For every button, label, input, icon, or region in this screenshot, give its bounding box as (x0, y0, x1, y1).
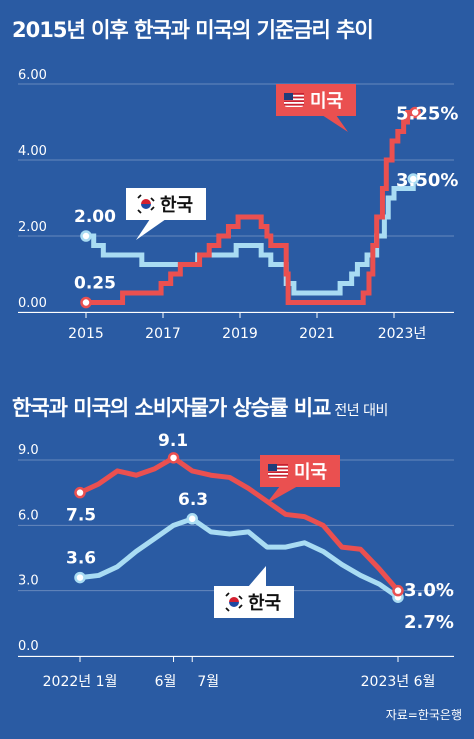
data-label-korea-end: 2.7% (404, 612, 454, 633)
rate-chart: 6.00 4.00 2.00 0.00 2015 2017 2019 2021 2023년 2.0… (18, 68, 458, 342)
data-label-us-peak: 9.1 (158, 431, 188, 451)
data-point-marker (186, 513, 198, 525)
y-tick-label: 0.00 (18, 296, 47, 311)
data-label-us-end: 5.25% (396, 104, 458, 125)
data-point-marker (392, 584, 404, 597)
data-label-us-start: 7.5 (66, 506, 96, 526)
series-line-us (78, 455, 400, 593)
y-tick-label: 4.00 (18, 144, 47, 159)
data-label-korea-start: 2.00 (74, 207, 116, 227)
chart2-title-text: 한국과 미국의 소비자물가 상승률 비교 (12, 396, 331, 420)
chart2-subtitle: 전년 대비 (334, 403, 388, 419)
legend-callout-us: 미국 (260, 455, 340, 504)
legend-callout-korea: 한국 (214, 566, 294, 618)
endpoint-marker (409, 106, 421, 119)
y-tick-label: 9.0 (18, 443, 39, 458)
chart2-title: 한국과 미국의 소비자물가 상승률 비교 전년 대비 (12, 392, 388, 422)
data-point-marker (167, 452, 180, 464)
legend-label-korea: 한국 (160, 195, 193, 216)
us-flag-icon (284, 93, 304, 107)
korea-flag-icon (136, 194, 156, 214)
legend-label-korea: 한국 (248, 593, 281, 614)
data-point-marker (74, 571, 86, 584)
y-tick-label: 6.00 (18, 68, 47, 83)
series-line-korea (79, 516, 400, 600)
data-label-us-end: 3.0% (404, 580, 454, 601)
chart1-title: 2015년 이후 한국과 미국의 기준금리 추이 (12, 18, 374, 42)
endpoint-marker (80, 230, 92, 242)
data-label-korea-end: 3.50% (396, 170, 458, 191)
y-tick-label: 3.0 (18, 574, 39, 589)
us-flag-icon (268, 464, 288, 478)
x-tick-label: 2019 (222, 326, 258, 342)
data-point-marker (392, 591, 404, 603)
x-tick-label: 2023년 (378, 326, 427, 342)
x-tick-label: 2022년 1월 (43, 674, 118, 690)
x-tick-label: 2021 (299, 326, 335, 342)
legend-callout-us: 미국 (276, 84, 356, 132)
series-line-us (86, 110, 416, 305)
y-tick-label: 6.0 (18, 508, 39, 523)
data-point-marker (74, 486, 86, 499)
x-tick-label: 2023년 6월 (361, 674, 436, 690)
x-tick-label: 2017 (145, 326, 181, 342)
data-label-korea-start: 3.6 (66, 549, 96, 569)
y-tick-label: 0.0 (18, 639, 39, 654)
legend-callout-korea: 한국 (126, 188, 206, 240)
x-tick-label: 2015 (68, 326, 104, 342)
y-tick-label: 2.00 (18, 220, 47, 235)
source-note: 자료=한국은행 (385, 708, 462, 722)
endpoint-marker (80, 296, 92, 309)
legend-label-us: 미국 (294, 462, 327, 483)
korea-flag-icon (224, 592, 244, 612)
endpoint-marker (407, 173, 419, 185)
data-label-us-start: 0.25 (74, 274, 116, 294)
x-tick-label: 7월 (197, 674, 219, 690)
x-tick-label: 6월 (155, 674, 177, 690)
data-label-korea-peak: 6.3 (178, 490, 208, 510)
legend-label-us: 미국 (310, 91, 343, 112)
